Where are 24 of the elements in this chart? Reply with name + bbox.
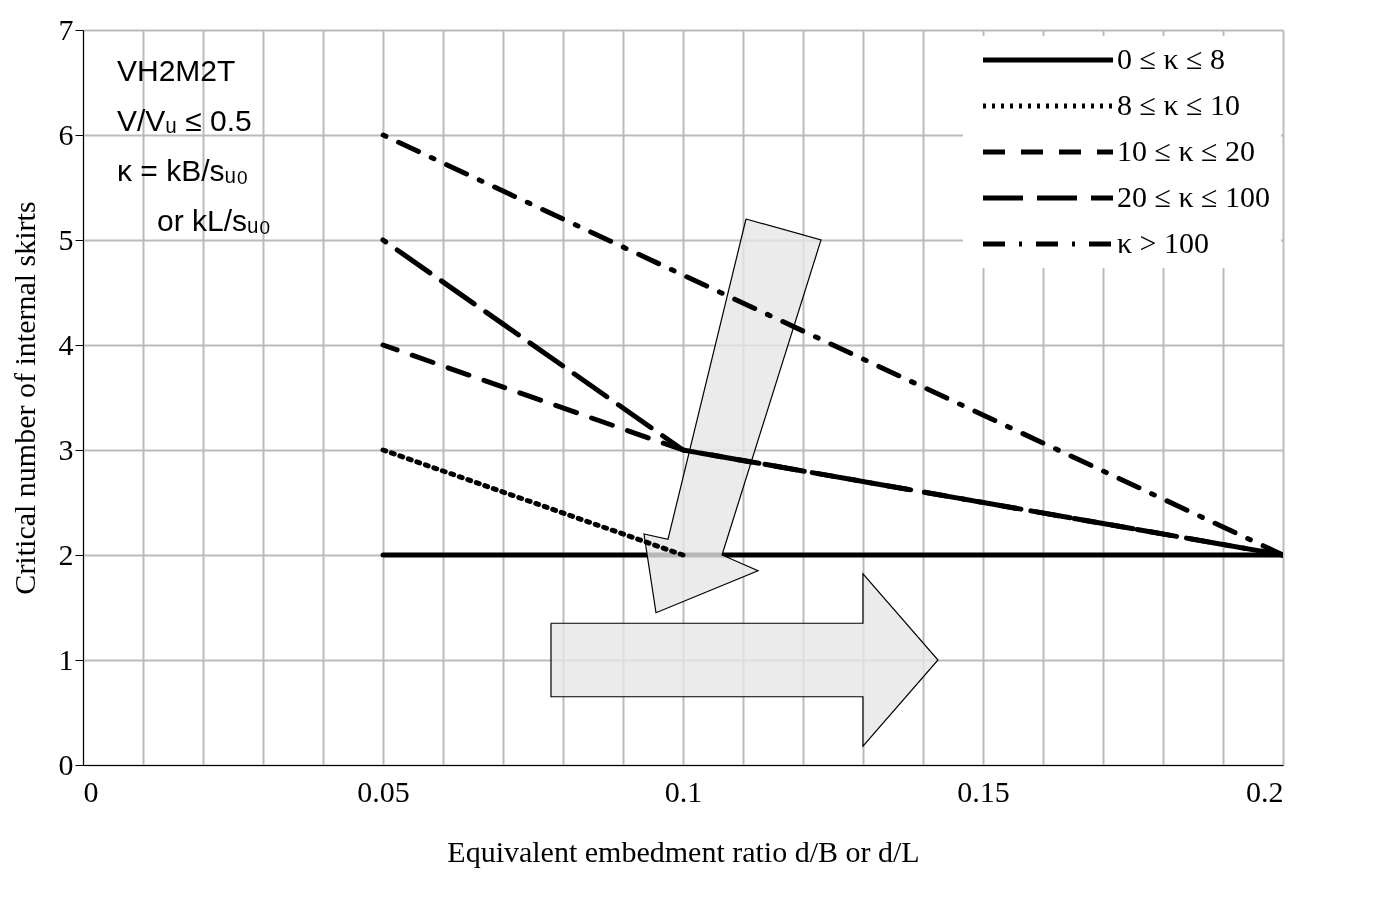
x-tick-label: 0 [83, 774, 99, 808]
x-axis-title: Equivalent embedment ratio d/B or d/L [447, 834, 920, 868]
annotation: κ = kB/sᵤ₀ [117, 154, 249, 187]
y-tick-label: 5 [58, 222, 74, 256]
legend-label: κ > 100 [1117, 226, 1210, 259]
y-tick-label: 4 [58, 327, 74, 361]
x-tick-label: 0.1 [664, 774, 703, 808]
annotation: or kL/sᵤ₀ [157, 204, 271, 237]
y-tick-label: 0 [58, 747, 74, 781]
y-tick-label: 3 [58, 432, 74, 466]
y-tick-label: 6 [58, 117, 74, 151]
x-tick-label: 0.05 [357, 774, 410, 808]
x-tick-label: 0.2 [1246, 774, 1284, 808]
legend-label: 8 ≤ κ ≤ 10 [1117, 88, 1241, 121]
y-axis-title: Critical number of internal skirts [7, 201, 41, 595]
x-tick-label: 0.15 [957, 774, 1010, 808]
legend-label: 0 ≤ κ ≤ 8 [1117, 42, 1226, 75]
legend-label: 20 ≤ κ ≤ 100 [1117, 180, 1271, 213]
annotation: V/Vᵤ ≤ 0.5 [117, 104, 252, 137]
y-tick-label: 1 [58, 642, 74, 676]
y-tick-label: 7 [58, 12, 74, 46]
annotation: VH2M2T [117, 54, 236, 87]
legend-label: 10 ≤ κ ≤ 20 [1117, 134, 1256, 167]
y-tick-label: 2 [58, 537, 74, 571]
